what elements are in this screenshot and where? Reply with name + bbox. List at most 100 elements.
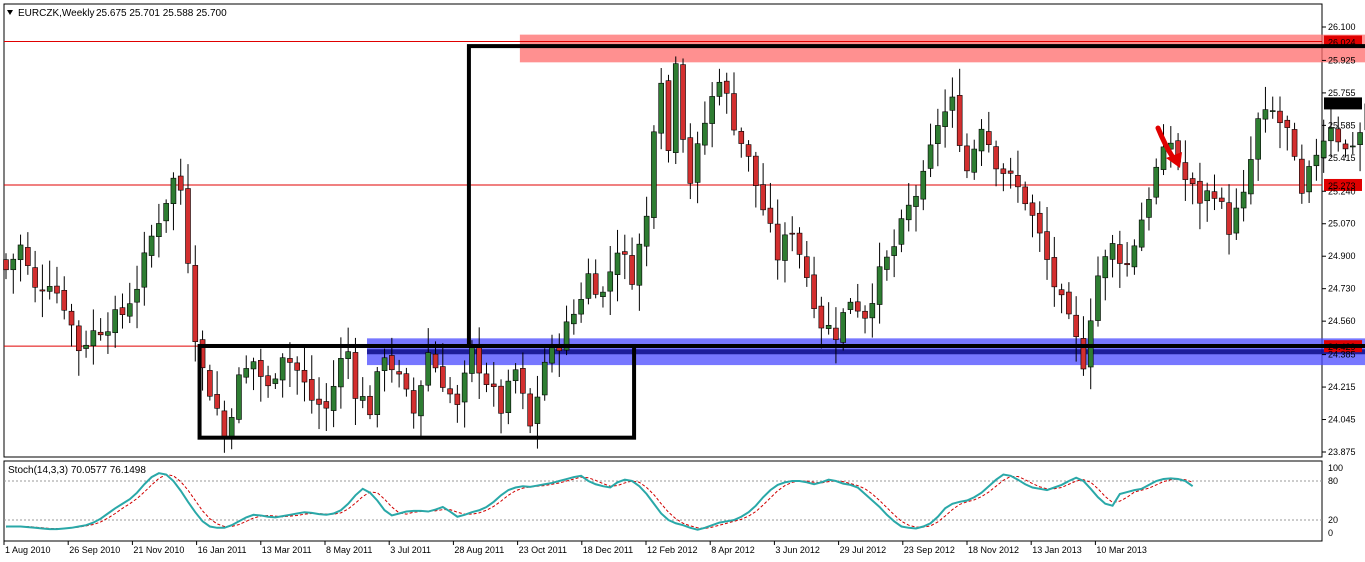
candle bbox=[439, 343, 446, 392]
candle-body bbox=[920, 170, 927, 200]
candle-body bbox=[1007, 170, 1014, 174]
x-tick-label: 21 Nov 2010 bbox=[133, 545, 184, 555]
candle-body bbox=[825, 324, 832, 329]
ohlc-values: 25.675 25.701 25.588 25.700 bbox=[96, 8, 227, 19]
candle bbox=[723, 72, 730, 114]
range-box bbox=[466, 44, 1365, 348]
candle-body bbox=[571, 313, 577, 325]
candle-body bbox=[964, 145, 970, 172]
candle bbox=[359, 377, 366, 409]
candle-body bbox=[338, 358, 344, 388]
candle bbox=[745, 140, 752, 172]
candle-body bbox=[1000, 168, 1007, 174]
candle-body bbox=[1226, 202, 1232, 235]
candle-body bbox=[308, 379, 315, 401]
x-tick-label: 18 Nov 2012 bbox=[968, 545, 1019, 555]
candle-body bbox=[1182, 162, 1189, 180]
candle-body bbox=[352, 352, 359, 399]
zones-layer bbox=[367, 34, 1365, 366]
candle-body bbox=[541, 361, 548, 396]
candle-body bbox=[978, 128, 985, 152]
dropdown-triangle-icon[interactable] bbox=[7, 10, 13, 15]
candle bbox=[505, 369, 512, 425]
x-tick-label: 26 Sep 2010 bbox=[69, 545, 120, 555]
candle-body bbox=[898, 218, 905, 245]
candle-body bbox=[876, 266, 883, 305]
candle bbox=[1255, 112, 1261, 181]
candle bbox=[1328, 108, 1334, 158]
candle-body bbox=[891, 246, 897, 256]
candle bbox=[97, 318, 104, 341]
candle bbox=[90, 309, 97, 365]
candle-body bbox=[913, 195, 919, 207]
candle bbox=[1109, 234, 1116, 278]
candle-body bbox=[410, 390, 417, 414]
candle bbox=[927, 123, 934, 178]
candle bbox=[796, 227, 803, 269]
candle-body bbox=[745, 144, 752, 157]
candle bbox=[250, 357, 257, 391]
candle bbox=[920, 160, 927, 211]
candle bbox=[374, 366, 381, 428]
x-tick-label: 1 Aug 2010 bbox=[5, 545, 51, 555]
candle bbox=[782, 222, 788, 283]
candle-body bbox=[207, 370, 213, 397]
candle bbox=[410, 377, 417, 429]
candle bbox=[112, 295, 118, 348]
candle-body bbox=[265, 375, 271, 387]
y-tick-label: 25.415 bbox=[1328, 153, 1356, 163]
candle bbox=[1066, 282, 1072, 320]
candle bbox=[3, 253, 9, 280]
candle-body bbox=[148, 235, 155, 256]
candle bbox=[527, 388, 533, 434]
candle-body bbox=[1248, 159, 1254, 195]
candle bbox=[345, 327, 351, 380]
candle bbox=[141, 231, 148, 306]
candle bbox=[170, 172, 177, 231]
candle bbox=[898, 209, 905, 253]
candle bbox=[1240, 169, 1247, 222]
candle-body bbox=[396, 371, 402, 375]
candle bbox=[803, 241, 810, 287]
candle-body bbox=[170, 177, 177, 205]
candle-body bbox=[126, 303, 133, 317]
candle bbox=[316, 377, 322, 430]
stoch-level-label: 0 bbox=[1328, 528, 1333, 538]
candle bbox=[541, 348, 548, 401]
candle-body bbox=[83, 344, 89, 349]
candle bbox=[1029, 194, 1036, 238]
candle-body bbox=[600, 291, 606, 298]
candle bbox=[629, 237, 635, 290]
candle bbox=[1262, 86, 1269, 133]
candle bbox=[134, 265, 140, 329]
candle-body bbox=[68, 310, 75, 326]
candle bbox=[396, 359, 402, 388]
candle bbox=[680, 58, 686, 153]
candle-body bbox=[134, 288, 140, 303]
candle-body bbox=[1051, 257, 1058, 288]
boxes-layer bbox=[197, 44, 1365, 440]
candle-body bbox=[796, 232, 803, 255]
candle bbox=[498, 379, 504, 434]
candle-body bbox=[287, 358, 293, 363]
candle bbox=[272, 373, 279, 389]
candle-body bbox=[505, 380, 512, 413]
candle bbox=[126, 282, 133, 324]
candle bbox=[330, 360, 337, 428]
candle bbox=[39, 264, 46, 318]
candle bbox=[774, 199, 781, 280]
candle-body bbox=[643, 215, 650, 247]
candle bbox=[418, 380, 424, 437]
candle-body bbox=[687, 137, 694, 184]
candle-body bbox=[1328, 127, 1334, 142]
candle bbox=[854, 283, 861, 318]
candle-body bbox=[1204, 190, 1210, 202]
candle-body bbox=[614, 252, 621, 275]
candle bbox=[1131, 239, 1138, 275]
candle bbox=[658, 68, 665, 150]
x-tick-label: 23 Sep 2012 bbox=[904, 545, 955, 555]
candle-body bbox=[1015, 175, 1021, 188]
y-tick-label: 25.240 bbox=[1328, 186, 1356, 196]
candle bbox=[636, 233, 643, 311]
candle-body bbox=[1218, 197, 1225, 202]
